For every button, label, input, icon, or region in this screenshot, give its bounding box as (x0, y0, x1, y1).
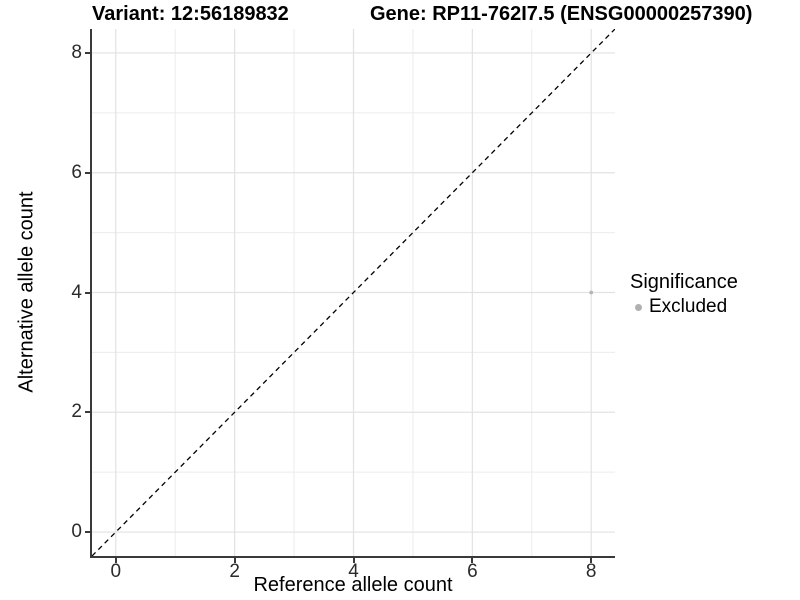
y-tick-label: 6 (71, 161, 82, 183)
y-tick-label: 0 (71, 521, 82, 543)
legend: Significance Excluded (630, 271, 738, 317)
x-tick-label: 8 (585, 561, 597, 582)
y-axis-tick-mark (85, 531, 90, 534)
x-tick-label: 0 (110, 561, 122, 582)
x-axis-tick-mark (114, 558, 117, 563)
y-axis-tick-mark (85, 291, 90, 294)
identity-line (92, 29, 615, 556)
x-axis-tick-mark (590, 558, 593, 563)
legend-key (630, 299, 647, 316)
y-tick-label: 8 (71, 41, 82, 63)
plot-canvas (92, 29, 615, 556)
x-axis-tick-mark (471, 558, 474, 563)
y-axis-tick-mark (85, 51, 90, 54)
legend-title: Significance (630, 271, 738, 293)
legend-point-icon (635, 303, 642, 311)
y-axis-tick-mark (85, 171, 90, 174)
x-axis-tick-mark (233, 558, 236, 563)
y-axis-tick-mark (85, 411, 90, 414)
y-tick-label: 4 (71, 281, 82, 303)
x-axis-tick-mark (352, 558, 355, 563)
variant-title: Variant: 12:56189832 (92, 3, 289, 25)
x-tick-label: 4 (348, 561, 359, 582)
y-tick-label: 2 (71, 401, 82, 423)
plot-panel (90, 29, 615, 558)
legend-entries: Excluded (630, 297, 738, 317)
legend-entry-label: Excluded (649, 296, 728, 317)
legend-entry: Excluded (630, 297, 738, 317)
x-axis-title: Reference allele count (253, 574, 453, 596)
x-tick-label: 2 (229, 561, 240, 582)
y-axis-title: Alternative allele count (15, 191, 38, 393)
gene-title: Gene: RP11-762I7.5 (ENSG00000257390) (370, 3, 753, 25)
x-tick-label: 6 (467, 561, 478, 582)
data-point (589, 290, 594, 295)
